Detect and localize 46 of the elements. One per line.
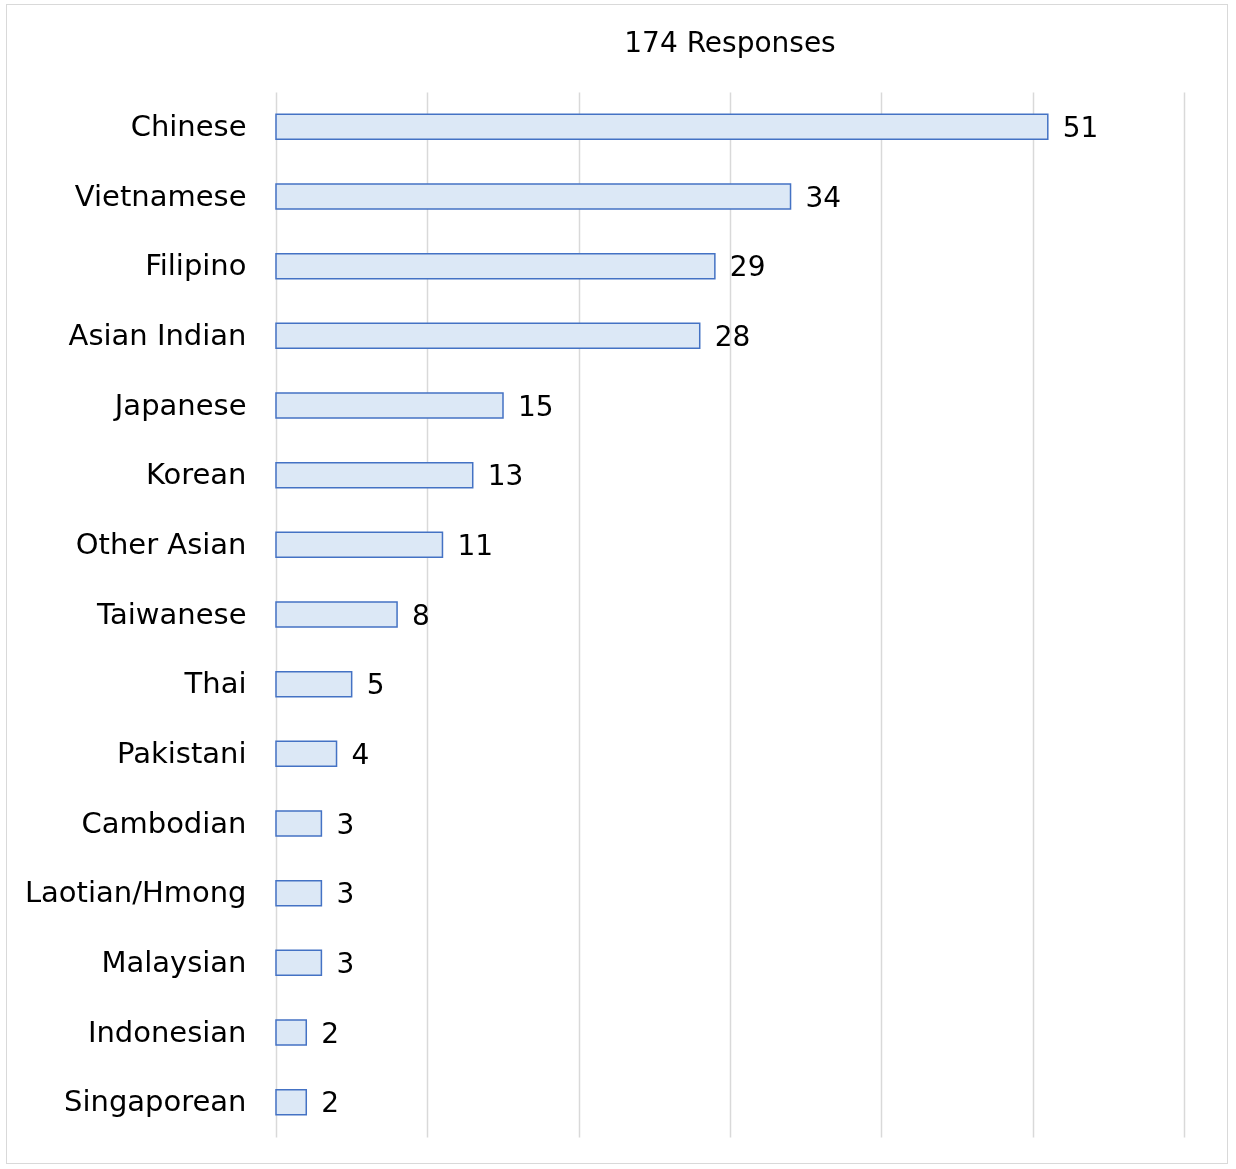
bar	[275, 113, 1049, 141]
y-tick-label: Other Asian	[75, 526, 247, 561]
y-tick-label: Taiwanese	[96, 596, 247, 631]
bar	[275, 1088, 308, 1116]
bar	[275, 183, 792, 210]
bar	[275, 461, 474, 489]
bar	[275, 322, 701, 350]
data-label: 3	[336, 946, 355, 980]
data-label: 51	[1062, 110, 1099, 144]
y-tick-label: Vietnamese	[74, 178, 247, 213]
data-label: 3	[336, 807, 355, 841]
bar	[275, 879, 323, 907]
y-tick-label: Japanese	[112, 387, 247, 422]
y-tick-label: Korean	[145, 457, 247, 492]
bar	[275, 670, 353, 698]
bar	[275, 810, 323, 837]
data-label: 2	[321, 1016, 340, 1050]
y-tick-label: Filipino	[145, 248, 247, 283]
data-label: 3	[336, 877, 355, 911]
bar	[275, 949, 323, 977]
y-tick-label: Laotian/Hmong	[24, 875, 247, 910]
y-tick-label: Indonesian	[87, 1014, 247, 1049]
data-label: 13	[487, 459, 524, 493]
y-tick-label: Cambodian	[81, 805, 247, 840]
chart-title: 174 Responses	[624, 26, 836, 59]
data-label: 15	[518, 389, 554, 423]
data-label: 34	[805, 180, 842, 214]
data-label: 8	[412, 598, 430, 632]
y-tick-label: Singaporean	[64, 1084, 247, 1119]
bar	[275, 601, 398, 628]
y-tick-label: Chinese	[130, 108, 247, 143]
data-label: 4	[351, 737, 370, 771]
y-tick-label: Asian Indian	[68, 317, 247, 352]
bar	[275, 740, 338, 768]
data-label: 29	[729, 250, 766, 284]
bar	[275, 392, 504, 419]
bar	[275, 252, 716, 280]
y-tick-label: Malaysian	[101, 944, 247, 979]
data-label: 28	[714, 319, 751, 353]
data-label: 11	[457, 528, 494, 562]
bar	[275, 531, 444, 559]
y-tick-label: Thai	[183, 666, 247, 701]
bar	[275, 1019, 308, 1046]
y-tick-label: Pakistani	[117, 735, 247, 770]
data-label: 2	[321, 1086, 340, 1120]
data-label: 5	[366, 668, 385, 702]
